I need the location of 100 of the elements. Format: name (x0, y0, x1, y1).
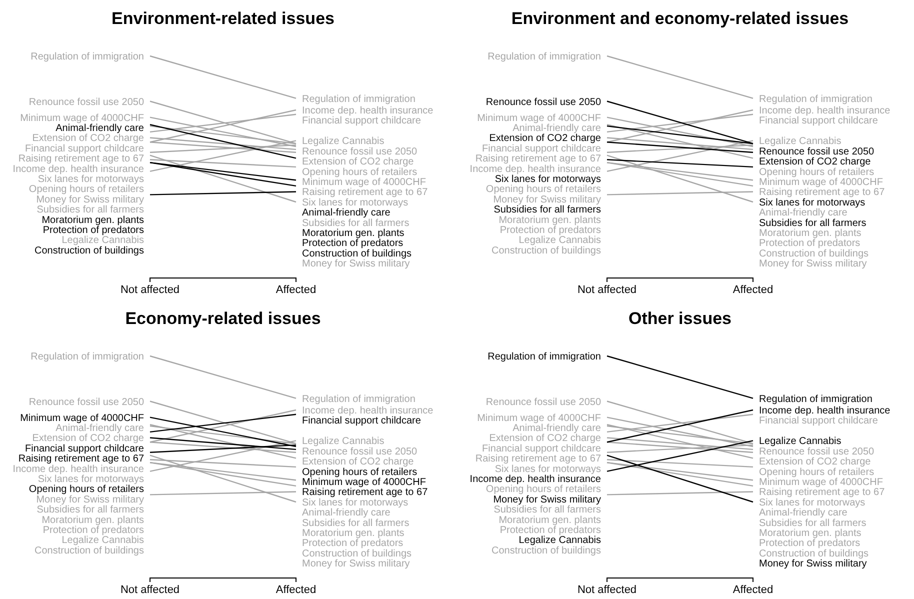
text: Protection of predators (302, 238, 404, 250)
series-label: Income dep. health insurance (759, 406, 891, 417)
text: Income dep. health insurance (12, 164, 144, 175)
text: Financial support childcare (482, 143, 601, 154)
text: Subsidies for all farmers (759, 218, 866, 229)
series-label: Raising retirement age to 67 (18, 454, 144, 465)
text: Minimum wage of 4000CHF (759, 176, 883, 188)
series-label: Financial support childcare (759, 116, 878, 127)
series-label: Renounce fossil use 2050 (486, 396, 602, 408)
chart-title: Economy-related issues (125, 309, 321, 328)
text: Opening hours of retailers (759, 466, 874, 478)
text: Regulation of immigration (759, 394, 872, 405)
text: Legalize Cannabis (62, 535, 144, 546)
text: Protection of predators (759, 538, 860, 550)
text: Moratorium gen. plants (498, 214, 601, 226)
text: Financial support childcare (25, 143, 144, 154)
text: Protection of predators (500, 525, 601, 536)
text: Construction of buildings (34, 545, 144, 556)
text: Regulation of immigration (759, 94, 872, 105)
series-label: Legalize Cannabis (302, 436, 384, 448)
text: Moratorium gen. plants (498, 514, 601, 526)
text: Construction of buildings (759, 548, 869, 560)
text: Legalize Cannabis (518, 535, 601, 546)
x-tick-label: Affected (276, 284, 316, 296)
text: Money for Swiss military (36, 494, 144, 506)
series-label: Income dep. health insurance (302, 406, 434, 417)
text: Raising retirement age to 67 (759, 187, 885, 198)
series-label: Animal-friendly care (512, 123, 602, 134)
chart-title: Environment and economy-related issues (511, 9, 849, 28)
text: Six lanes for motorways (38, 474, 144, 486)
series-label: Legalize Cannabis (759, 436, 842, 448)
series-label: Legalize Cannabis (302, 136, 384, 148)
text: Construction of buildings (302, 548, 412, 560)
x-tick-label: Not affected (120, 584, 180, 596)
series-label: Minimum wage of 4000CHF (20, 112, 144, 124)
text: Renounce fossil use 2050 (759, 146, 874, 158)
text: Six lanes for motorways (302, 497, 408, 508)
text: Income dep. health insurance (12, 464, 144, 475)
text: Opening hours of retailers (486, 184, 601, 196)
text: Moratorium gen. plants (42, 514, 144, 526)
text: Money for Swiss military (36, 194, 144, 206)
text: Protection of predators (759, 238, 860, 250)
text: Opening hours of retailers (302, 166, 418, 178)
series-label: Income dep. health insurance (302, 106, 434, 117)
text: Protection of predators (302, 538, 404, 550)
text: Animal-friendly care (302, 508, 390, 519)
text: Raising retirement age to 67 (302, 487, 428, 498)
text: Financial support childcare (25, 443, 144, 454)
series-label: Animal-friendly care (56, 423, 144, 434)
text: Six lanes for motorways (759, 497, 866, 508)
text: Legalize Cannabis (518, 235, 601, 246)
text: Extension of CO2 charge (759, 456, 871, 468)
text: Moratorium gen. plants (759, 528, 862, 539)
series-label: Extension of CO2 charge (489, 433, 602, 444)
text: Money for Swiss military (759, 258, 867, 270)
text: Construction of buildings (302, 248, 412, 260)
series-label: Minimum wage of 4000CHF (477, 412, 601, 424)
text: Money for Swiss military (302, 258, 410, 270)
x-tick-label: Not affected (577, 284, 637, 296)
text: Six lanes for motorways (759, 197, 866, 208)
text: Subsidies for all farmers (759, 518, 866, 529)
series-label: Minimum wage of 4000CHF (20, 412, 144, 424)
text: Subsidies for all farmers (494, 204, 601, 216)
series-label: Raising retirement age to 67 (475, 154, 602, 165)
chart-title: Environment-related issues (112, 9, 334, 28)
text: Renounce fossil use 2050 (302, 446, 418, 458)
series-label: Minimum wage of 4000CHF (477, 112, 601, 124)
text: Extension of CO2 charge (302, 456, 414, 468)
series-label: Renounce fossil use 2050 (486, 96, 602, 108)
text: Six lanes for motorways (494, 464, 601, 475)
text: Regulation of immigration (302, 94, 416, 105)
text: Subsidies for all farmers (302, 518, 410, 529)
text: Raising retirement age to 67 (302, 187, 428, 198)
series-label: Legalize Cannabis (759, 136, 842, 148)
series-label: Renounce fossil use 2050 (28, 96, 144, 108)
text: Opening hours of retailers (486, 484, 601, 496)
text: Minimum wage of 4000CHF (302, 476, 426, 488)
text: Opening hours of retailers (302, 466, 418, 478)
text: Six lanes for motorways (494, 174, 601, 186)
series-label: Income dep. health insurance (759, 106, 891, 117)
series-label: Animal-friendly care (512, 423, 602, 434)
series-label: Regulation of immigration (30, 352, 144, 362)
text: Legalize Cannabis (62, 235, 144, 246)
text: Raising retirement age to 67 (759, 487, 885, 498)
text: Moratorium gen. plants (759, 228, 862, 239)
text: Six lanes for motorways (38, 174, 144, 186)
text: Income dep. health insurance (470, 474, 601, 486)
series-label: Regulation of immigration (30, 52, 144, 62)
text: Six lanes for motorways (302, 197, 408, 208)
x-tick-label: Affected (276, 584, 316, 596)
chart-title: Other issues (628, 309, 732, 328)
text: Extension of CO2 charge (759, 156, 871, 168)
text: Protection of predators (42, 225, 144, 236)
series-label: Regulation of immigration (488, 52, 601, 62)
text: Animal-friendly care (759, 208, 848, 219)
series-label: Regulation of immigration (488, 352, 601, 362)
text: Subsidies for all farmers (302, 218, 410, 229)
series-label: Financial support childcare (759, 416, 878, 427)
series-label: Financial support childcare (302, 416, 422, 427)
text: Money for Swiss military (302, 558, 410, 570)
